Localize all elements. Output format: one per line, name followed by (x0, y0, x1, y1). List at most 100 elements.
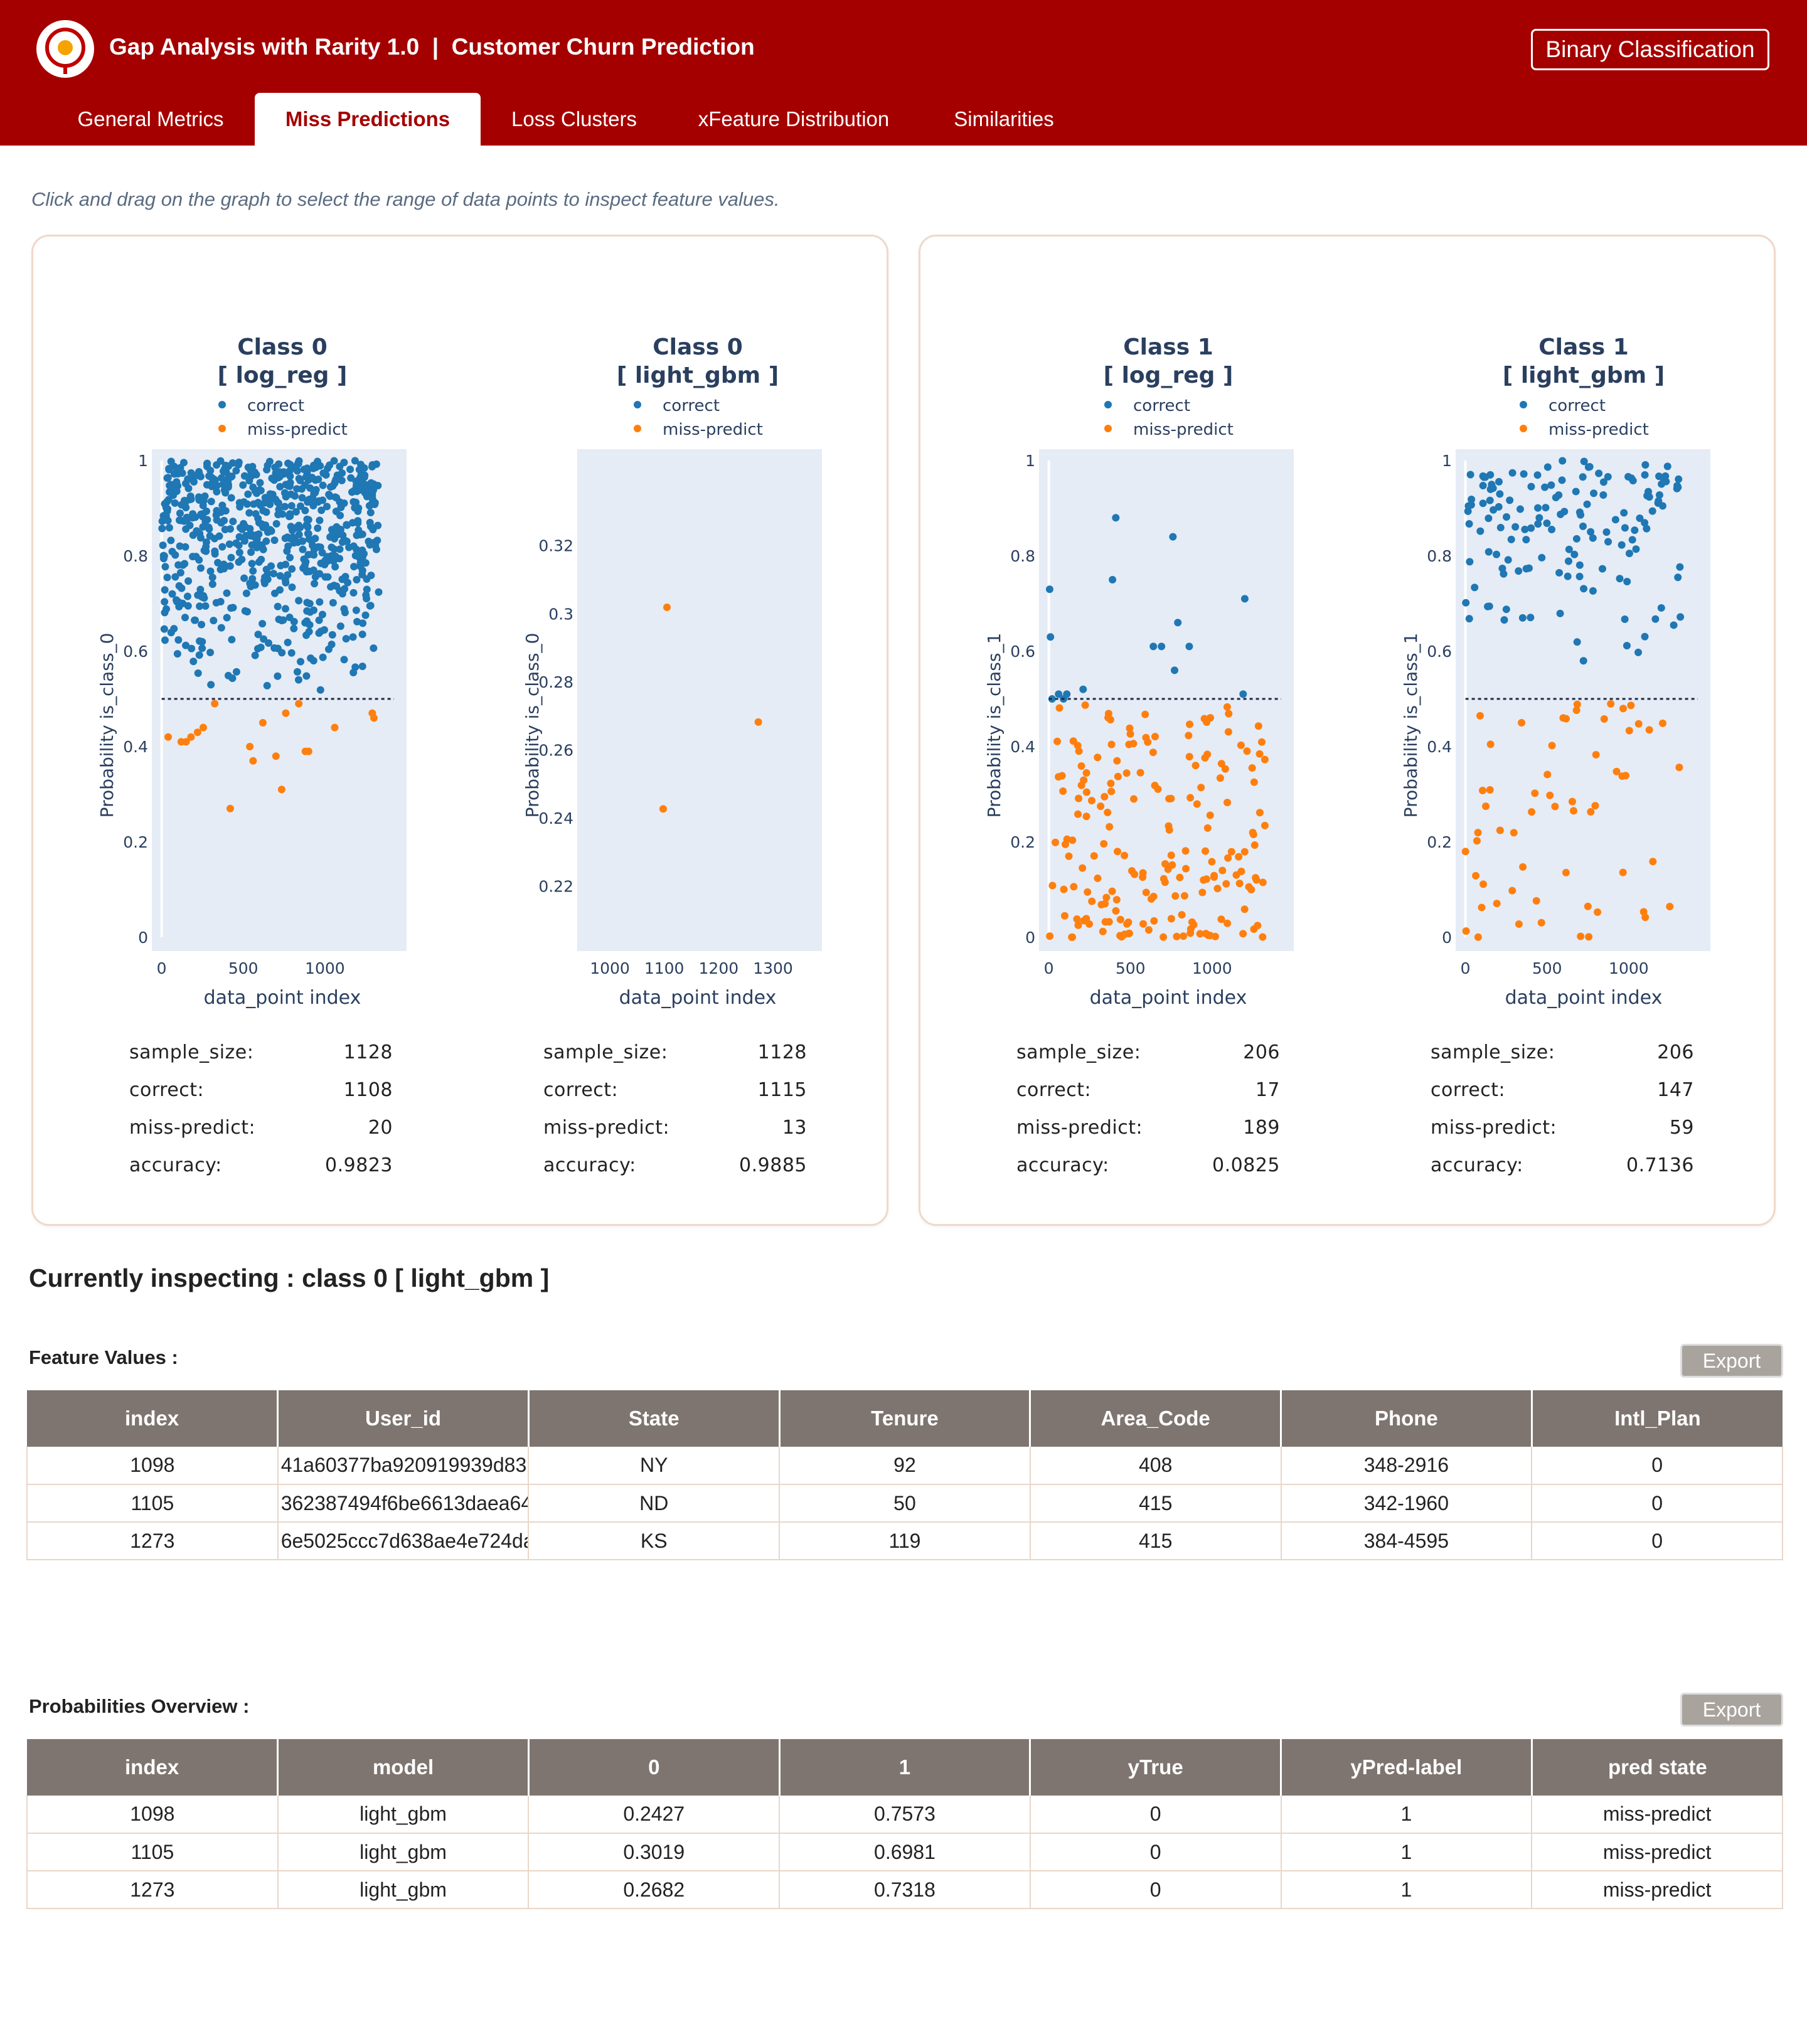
point-correct (1658, 502, 1666, 510)
point-correct (356, 559, 365, 567)
point-miss-predict (1060, 912, 1069, 920)
point-miss-predict (1181, 847, 1190, 855)
point-correct (1542, 504, 1550, 512)
stat-sample-size: sample_size: 1128 (543, 1041, 807, 1063)
legend-label: miss-predict (1133, 420, 1234, 439)
column-header[interactable]: Area_Code (1030, 1390, 1282, 1447)
point-miss-predict (199, 723, 207, 732)
column-header[interactable]: index (27, 1390, 279, 1447)
point-miss-predict (211, 700, 219, 708)
point-correct (218, 543, 227, 551)
point-correct (184, 602, 192, 610)
point-correct (208, 573, 216, 582)
point-correct (268, 474, 276, 482)
export-probabilities-button[interactable]: Export (1680, 1693, 1783, 1727)
tab-xfeature-distribution[interactable]: xFeature Distribution (698, 107, 890, 130)
point-correct (1590, 489, 1598, 498)
point-correct (286, 512, 294, 520)
point-miss-predict (282, 709, 290, 717)
point-miss-predict (1587, 808, 1595, 816)
point-correct (1557, 510, 1565, 518)
stat-correct: correct: 1115 (543, 1079, 807, 1101)
point-correct (1500, 616, 1508, 624)
column-header[interactable]: Tenure (779, 1390, 1031, 1447)
stats-class1-lightgbm: sample_size: 206 correct: 147 miss-predict… (1431, 1041, 1694, 1192)
point-correct (1171, 666, 1179, 674)
point-correct (1572, 487, 1580, 496)
plot-title: Class 0 (653, 334, 743, 360)
column-header[interactable]: 1 (779, 1739, 1031, 1796)
column-header[interactable]: yPred-label (1281, 1739, 1533, 1796)
tab-similarities[interactable]: Similarities (954, 107, 1054, 130)
point-correct (201, 602, 210, 610)
point-miss-predict (1088, 897, 1096, 905)
point-correct (338, 590, 346, 598)
point-correct (1527, 524, 1535, 532)
point-correct (175, 582, 183, 590)
point-correct (303, 567, 311, 575)
point-miss-predict (1641, 913, 1650, 922)
point-correct (1651, 615, 1660, 623)
column-header[interactable]: Intl_Plan (1532, 1390, 1783, 1447)
point-correct (196, 564, 205, 572)
column-header[interactable]: model (277, 1739, 530, 1796)
tab-general-metrics[interactable]: General Metrics (77, 107, 224, 130)
point-correct (1616, 575, 1624, 583)
column-header[interactable]: User_id (277, 1390, 530, 1447)
x-tick-label: 500 (228, 959, 259, 977)
point-correct (203, 507, 211, 515)
point-correct (173, 478, 181, 486)
point-correct (1522, 565, 1530, 573)
tab-miss-predictions[interactable]: Miss Predictions (255, 93, 481, 146)
stat-correct: correct: 147 (1431, 1079, 1694, 1101)
stats-class0-lightgbm: sample_size: 1128 correct: 1115 miss-predi… (543, 1041, 807, 1192)
point-correct (165, 524, 173, 532)
point-correct (349, 668, 358, 676)
point-miss-predict (1124, 930, 1133, 938)
point-correct (259, 545, 267, 553)
point-correct (158, 517, 166, 525)
column-header[interactable]: pred state (1532, 1739, 1783, 1796)
point-correct (1055, 690, 1063, 698)
point-correct (319, 469, 328, 477)
point-correct (338, 575, 346, 583)
column-header[interactable]: Phone (1281, 1390, 1533, 1447)
point-correct (1655, 497, 1663, 505)
plot-subtitle: [ light_gbm ] (1503, 363, 1665, 388)
point-miss-predict (1055, 704, 1063, 712)
point-miss-predict (1476, 711, 1484, 720)
point-correct (215, 532, 223, 540)
point-correct (1465, 615, 1473, 623)
scatter-plots[interactable]: Class 0 [ log_reg ] correct miss-predict 0 0.… (0, 0, 1807, 1230)
point-correct (1676, 563, 1684, 571)
cell-intl-plan: 0 (1532, 1484, 1783, 1523)
point-correct (349, 588, 358, 597)
column-header[interactable]: yTrue (1030, 1739, 1282, 1796)
tab-loss-clusters[interactable]: Loss Clusters (511, 107, 637, 130)
point-correct (298, 494, 306, 502)
stat-accuracy: accuracy: 0.9885 (543, 1154, 807, 1176)
column-header[interactable]: State (528, 1390, 781, 1447)
plot-subtitle: [ light_gbm ] (617, 363, 779, 388)
point-miss-predict (1112, 907, 1120, 915)
export-feature-values-button[interactable]: Export (1680, 1344, 1783, 1378)
point-miss-predict (1548, 742, 1556, 750)
point-correct (326, 483, 334, 491)
point-miss-predict (1087, 797, 1095, 805)
point-correct (301, 506, 309, 514)
point-correct (349, 633, 357, 641)
column-header[interactable]: index (27, 1739, 279, 1796)
point-miss-predict (1239, 930, 1247, 938)
point-miss-predict (1104, 808, 1112, 816)
point-miss-predict (1203, 824, 1212, 832)
point-correct (161, 586, 169, 594)
cell-phone: 348-2916 (1281, 1447, 1533, 1485)
point-correct (1583, 500, 1591, 508)
point-correct (238, 523, 247, 531)
point-correct (1648, 507, 1656, 515)
point-miss-predict (1625, 727, 1633, 735)
column-header[interactable]: 0 (528, 1739, 781, 1796)
point-miss-predict (277, 785, 285, 794)
legend-label: correct (1133, 397, 1190, 415)
point-correct (1604, 473, 1612, 481)
